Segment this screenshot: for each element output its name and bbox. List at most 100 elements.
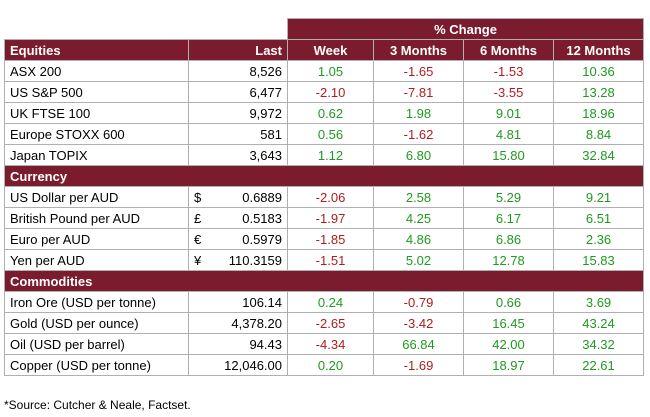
- 6-month-change: 9.01: [463, 102, 554, 124]
- currency-symbol: £: [194, 210, 202, 226]
- row-name: Iron Ore (USD per tonne): [4, 291, 189, 313]
- 3-month-change: 66.84: [373, 333, 464, 355]
- week-change: 0.56: [287, 123, 374, 145]
- 6-month-change: -1.53: [463, 60, 554, 82]
- row-name: British Pound per AUD: [4, 207, 189, 229]
- market-table: % Change Equities Last Week 3 Months 6 M…: [3, 18, 645, 376]
- 6-month-change: 15.80: [463, 144, 554, 166]
- last-value: 12,046.00: [188, 354, 288, 376]
- 12-month-change: 32.84: [552, 144, 645, 166]
- week-change: 1.12: [287, 144, 374, 166]
- currency-value: $0.6889: [194, 190, 282, 205]
- 3-month-change: -1.62: [373, 123, 464, 145]
- week-header: Week: [287, 39, 374, 61]
- 3-month-change: -0.79: [373, 291, 464, 313]
- table-row: US S&P 500 6,477 -2.10 -7.81 -3.55 13.28: [4, 81, 645, 103]
- last-value: $0.6889: [188, 186, 288, 208]
- currency-rate: 0.6889: [242, 189, 282, 205]
- 3-month-change: 6.80: [373, 144, 464, 166]
- row-name: Europe STOXX 600: [4, 123, 189, 145]
- currency-symbol: $: [194, 189, 202, 205]
- 3-month-change: 1.98: [373, 102, 464, 124]
- row-name: UK FTSE 100: [4, 102, 189, 124]
- market-table-body: % Change Equities Last Week 3 Months 6 M…: [3, 18, 645, 376]
- currency-value: ¥110.3159: [194, 253, 282, 268]
- 3-month-change: -3.42: [373, 312, 464, 334]
- 12-month-change: 22.61: [552, 354, 645, 376]
- week-change: 0.62: [287, 102, 374, 124]
- table-row: Copper (USD per tonne) 12,046.00 0.20 -1.69…: [4, 354, 645, 376]
- pct-change-header: % Change: [286, 18, 645, 40]
- 3-month-change: -1.65: [373, 60, 464, 82]
- last-value: £0.5183: [188, 207, 288, 229]
- table-row: ASX 200 8,526 1.05 -1.65 -1.53 10.36: [4, 60, 645, 82]
- 3-month-change: 2.58: [373, 186, 464, 208]
- 3-months-header: 3 Months: [373, 39, 464, 61]
- week-change: -2.10: [287, 81, 374, 103]
- 6-month-change: -3.55: [463, 81, 554, 103]
- 6-month-change: 5.29: [463, 186, 554, 208]
- table-row: Japan TOPIX 3,643 1.12 6.80 15.80 32.84: [4, 144, 645, 166]
- source-note: *Source: Cutcher & Neale, Factset.: [4, 398, 191, 412]
- 6-month-change: 18.97: [463, 354, 554, 376]
- equities-header: Equities: [4, 39, 189, 61]
- 3-month-change: 4.86: [373, 228, 464, 250]
- table-row: Oil (USD per barrel) 94.43 -4.34 66.84 42.00…: [4, 333, 645, 355]
- commodities-section: Commodities: [3, 270, 645, 292]
- 6-month-change: 16.45: [463, 312, 554, 334]
- table-row: UK FTSE 100 9,972 0.62 1.98 9.01 18.96: [4, 102, 645, 124]
- row-name: US Dollar per AUD: [4, 186, 189, 208]
- 12-month-change: 6.51: [552, 207, 645, 229]
- currency-value: €0.5979: [194, 232, 282, 247]
- header-row: % Change: [4, 18, 645, 40]
- currency-rate: 0.5183: [242, 210, 282, 226]
- week-change: 0.20: [287, 354, 374, 376]
- row-name: Euro per AUD: [4, 228, 189, 250]
- table-row: Europe STOXX 600 581 0.56 -1.62 4.81 8.84: [4, 123, 645, 145]
- currency-symbol: ¥: [194, 252, 202, 268]
- last-value: 8,526: [188, 60, 288, 82]
- currency-section-label: Currency: [3, 165, 645, 187]
- 12-month-change: 43.24: [552, 312, 645, 334]
- currency-value: £0.5183: [194, 211, 282, 226]
- row-name: Gold (USD per ounce): [4, 312, 189, 334]
- last-value: 3,643: [188, 144, 288, 166]
- 6-month-change: 0.66: [463, 291, 554, 313]
- 12-month-change: 10.36: [552, 60, 645, 82]
- commodities-section-label: Commodities: [3, 270, 645, 292]
- row-name: ASX 200: [4, 60, 189, 82]
- last-value: ¥110.3159: [188, 249, 288, 271]
- 6-month-change: 4.81: [463, 123, 554, 145]
- 3-month-change: -7.81: [373, 81, 464, 103]
- table-row: US Dollar per AUD $0.6889 -2.06 2.58 5.29 9.2…: [4, 186, 645, 208]
- 3-month-change: -1.69: [373, 354, 464, 376]
- table-row: Euro per AUD €0.5979 -1.85 4.86 6.86 2.36: [4, 228, 645, 250]
- 6-month-change: 42.00: [463, 333, 554, 355]
- last-value: 9,972: [188, 102, 288, 124]
- column-header-row: Equities Last Week 3 Months 6 Months 12 …: [4, 39, 645, 61]
- header-blank: [4, 18, 288, 40]
- row-name: US S&P 500: [4, 81, 189, 103]
- last-value: 106.14: [188, 291, 288, 313]
- 12-month-change: 9.21: [552, 186, 645, 208]
- week-change: 1.05: [287, 60, 374, 82]
- table-row: Gold (USD per ounce) 4,378.20 -2.65 -3.42 16…: [4, 312, 645, 334]
- row-name: Copper (USD per tonne): [4, 354, 189, 376]
- 3-month-change: 5.02: [373, 249, 464, 271]
- currency-section: Currency: [3, 165, 645, 187]
- 12-month-change: 8.84: [552, 123, 645, 145]
- 12-month-change: 2.36: [552, 228, 645, 250]
- 12-month-change: 13.28: [552, 81, 645, 103]
- last-value: 94.43: [188, 333, 288, 355]
- week-change: -1.97: [287, 207, 374, 229]
- table-row: British Pound per AUD £0.5183 -1.97 4.25 6.1…: [4, 207, 645, 229]
- last-value: 581: [188, 123, 288, 145]
- last-value: €0.5979: [188, 228, 288, 250]
- row-name: Yen per AUD: [4, 249, 189, 271]
- currency-rate: 0.5979: [242, 231, 282, 247]
- last-header: Last: [188, 39, 288, 61]
- 12-month-change: 18.96: [552, 102, 645, 124]
- 12-months-header: 12 Months: [552, 39, 645, 61]
- last-value: 4,378.20: [188, 312, 288, 334]
